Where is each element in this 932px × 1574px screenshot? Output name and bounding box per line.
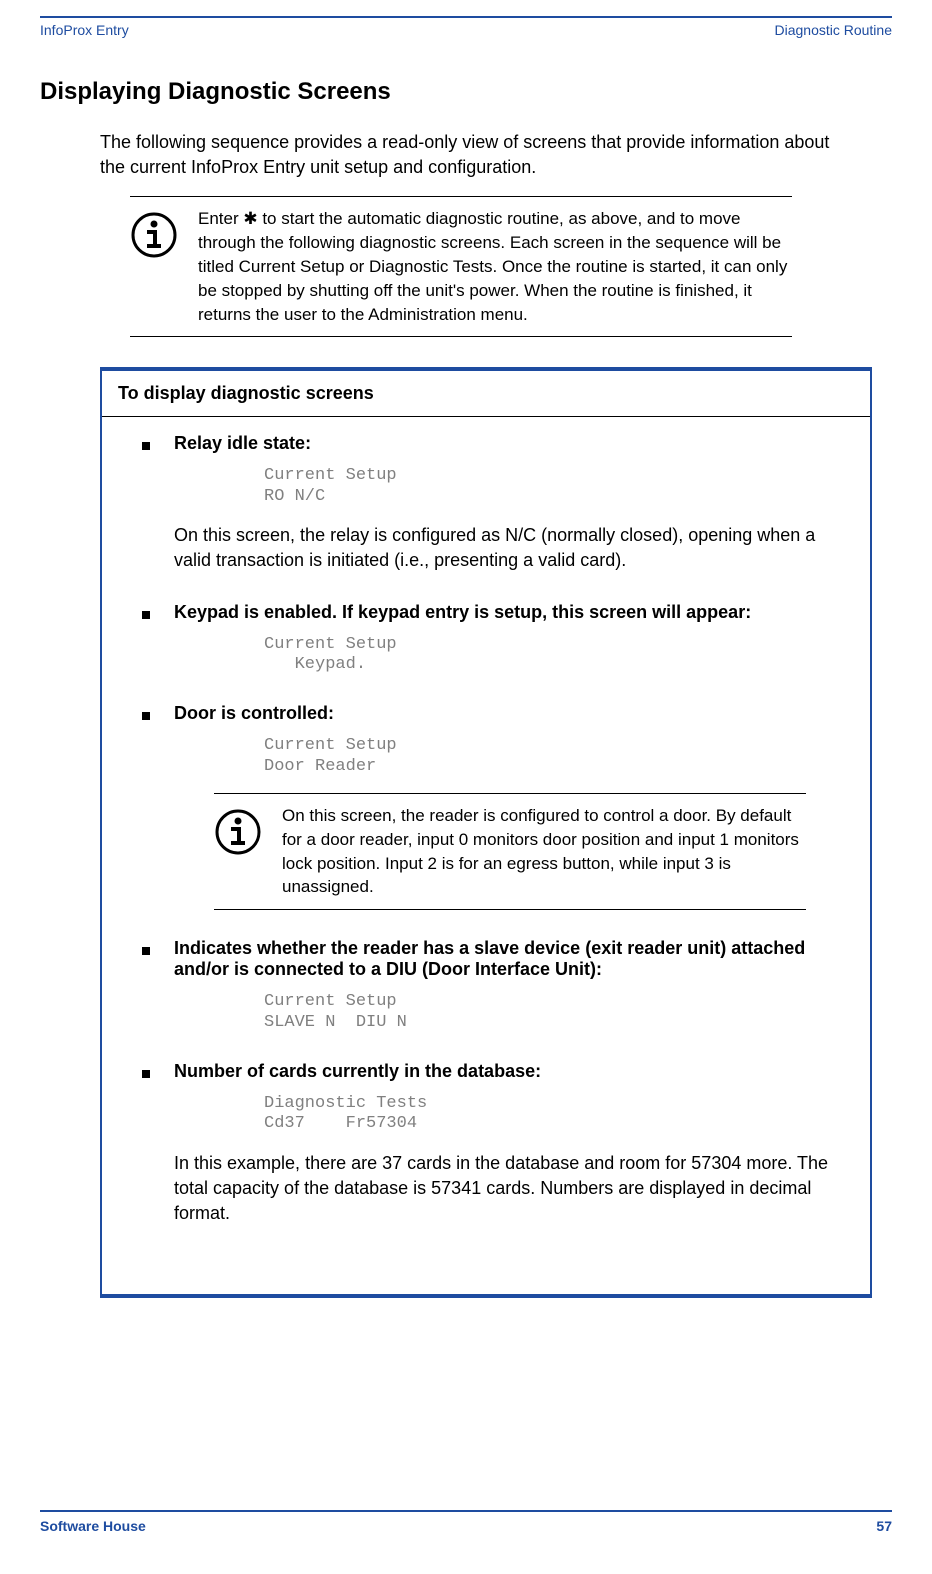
page-header: InfoProx Entry Diagnostic Routine [40, 16, 892, 38]
bullet-heading: Keypad is enabled. If keypad entry is se… [174, 602, 846, 623]
info-callout-main: Enter ✱ to start the automatic diagnosti… [130, 196, 792, 337]
bullet-heading: Door is controlled: [174, 703, 846, 724]
bullet-heading: Indicates whether the reader has a slave… [174, 938, 846, 980]
info-callout-inner: On this screen, the reader is configured… [214, 793, 806, 910]
bullet-item: Door is controlled: Current Setup Door R… [126, 703, 846, 926]
bullet-content: Keypad is enabled. If keypad entry is se… [174, 602, 846, 692]
info-text-main: Enter ✱ to start the automatic diagnosti… [198, 207, 792, 326]
bullet-item: Relay idle state: Current Setup RO N/C O… [126, 433, 846, 589]
code-block: Current Setup Door Reader [264, 736, 846, 777]
procedure-box: To display diagnostic screens Relay idle… [100, 367, 872, 1298]
bullet-heading: Relay idle state: [174, 433, 846, 454]
procedure-content: Relay idle state: Current Setup RO N/C O… [102, 417, 870, 1294]
footer-left-text: Software House [40, 1518, 146, 1534]
bullet-marker [142, 611, 150, 619]
bullet-item: Indicates whether the reader has a slave… [126, 938, 846, 1049]
bullet-content: Indicates whether the reader has a slave… [174, 938, 846, 1049]
bullet-content: Number of cards currently in the databas… [174, 1061, 846, 1242]
intro-paragraph: The following sequence provides a read-o… [100, 130, 852, 180]
bullet-paragraph: In this example, there are 37 cards in t… [174, 1151, 846, 1227]
bullet-heading: Number of cards currently in the databas… [174, 1061, 846, 1082]
main-heading: Displaying Diagnostic Screens [40, 78, 892, 106]
bullet-marker [142, 442, 150, 450]
code-block: Current Setup RO N/C [264, 466, 846, 507]
bullet-content: Door is controlled: Current Setup Door R… [174, 703, 846, 926]
bullet-item: Number of cards currently in the databas… [126, 1061, 846, 1242]
header-left-text: InfoProx Entry [40, 22, 129, 38]
bullet-item: Keypad is enabled. If keypad entry is se… [126, 602, 846, 692]
info-icon [130, 211, 178, 259]
page-footer: Software House 57 [40, 1510, 892, 1534]
footer-page-number: 57 [876, 1518, 892, 1534]
procedure-title: To display diagnostic screens [102, 371, 870, 417]
bullet-content: Relay idle state: Current Setup RO N/C O… [174, 433, 846, 589]
code-block: Current Setup SLAVE N DIU N [264, 992, 846, 1033]
bullet-marker [142, 1070, 150, 1078]
code-block: Current Setup Keypad. [264, 635, 846, 676]
bullet-marker [142, 712, 150, 720]
info-text-inner: On this screen, the reader is configured… [282, 804, 806, 899]
bullet-paragraph: On this screen, the relay is configured … [174, 523, 846, 573]
header-right-text: Diagnostic Routine [774, 22, 892, 38]
code-block: Diagnostic Tests Cd37 Fr57304 [264, 1094, 846, 1135]
bullet-marker [142, 947, 150, 955]
info-icon [214, 808, 262, 856]
